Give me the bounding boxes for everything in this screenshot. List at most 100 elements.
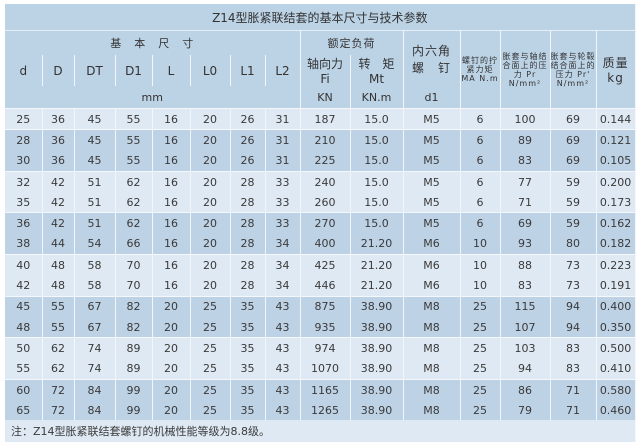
col-D: D [42,55,75,86]
table-cell: 15.0 [350,107,404,130]
table-cell: 62 [42,337,75,359]
table-cell: 43 [265,358,301,380]
axial-force-header: 轴向力 Fi [300,55,351,86]
table-cell: 6 [460,192,501,213]
table-cell: 210 [300,129,351,151]
table-row: 38 44 54 66 16 20 28 34 400 21.20 M6 10 93 80 0.182 [5,233,636,255]
table-cell: 99 [115,378,153,401]
table-cell: 99 [115,400,153,421]
table-cell: 25 [460,378,501,401]
table-cell: 400 [300,233,351,255]
table-cell: 10 [460,254,501,276]
table-cell: 43 [265,400,301,421]
table-cell: 45 [5,295,43,317]
table-cell: 73 [550,254,597,276]
table-cell: 20 [190,129,231,151]
table-cell: M8 [403,358,461,380]
table-cell: 32 [5,170,43,193]
table-cell: 33 [265,212,301,234]
table-cell: 25 [190,400,231,421]
table-cell: 54 [74,233,116,255]
table-cell: 88 [500,254,551,276]
table-cell: 35 [230,295,266,317]
table-cell: 55 [115,107,153,130]
table-cell: 93 [500,233,551,255]
table-row: 48 55 67 82 20 25 35 43 935 38.90 M8 25 107 94 0.350 [5,316,636,338]
table-cell: 55 [115,129,153,151]
table-cell: 26 [230,129,266,151]
table-cell: 974 [300,337,351,359]
table-cell: M5 [403,192,461,213]
d1-header: d1 [403,86,461,109]
table-row: 30 36 45 55 16 20 26 31 225 15.0 M5 6 83 69 0.105 [5,150,636,172]
table-cell: 20 [190,192,231,213]
table-cell: 59 [550,192,597,213]
table-cell: 67 [74,316,116,338]
screw-torque-header: 螺钉的拧紧力矩 MA N.m [460,30,501,109]
table-cell: 35 [230,378,266,401]
table-cell: 20 [152,337,191,359]
table-cell: 0.121 [596,129,636,151]
table-cell: 35 [230,316,266,338]
table-cell: 72 [42,400,75,421]
table-cell: 260 [300,192,351,213]
table-cell: 30 [5,150,43,172]
table-cell: 43 [265,337,301,359]
table-cell: 55 [42,316,75,338]
table-cell: 34 [265,275,301,297]
table-cell: 0.223 [596,254,636,276]
table-cell: 42 [5,275,43,297]
table-cell: 0.350 [596,316,636,338]
table-cell: 45 [74,107,116,130]
table-cell: 59 [550,212,597,234]
table-cell: 34 [265,254,301,276]
col-L: L [152,55,191,86]
table-cell: 26 [230,107,266,130]
table-cell: 28 [230,170,266,193]
table-row: 40 48 58 70 16 20 28 34 425 21.20 M6 10 88 73 0.223 [5,254,636,276]
table-cell: 28 [230,233,266,255]
table-cell: 0.400 [596,295,636,317]
table-cell: 16 [152,275,191,297]
table-cell: 25 [460,400,501,421]
table-cell: 20 [152,400,191,421]
table-cell: 36 [42,150,75,172]
table-cell: 73 [550,275,597,297]
table-cell: 25 [190,358,231,380]
table-cell: 83 [500,275,551,297]
spec-table-container: Z14型胀紧联结套的基本尺寸与技术参数 基 本 尺 寸 额定负荷 内六角 螺 钉… [5,4,636,442]
table-cell: 20 [190,107,231,130]
table-cell: 16 [152,170,191,193]
table-cell: 62 [115,212,153,234]
table-cell: 31 [265,129,301,151]
table-cell: M5 [403,150,461,172]
mass-header: 质量 kg [596,30,636,109]
table-cell: 45 [74,150,116,172]
table-cell: 62 [115,170,153,193]
table-cell: 270 [300,212,351,234]
table-cell: 28 [230,212,266,234]
table-cell: 69 [550,129,597,151]
table-cell: 1265 [300,400,351,421]
table-cell: 15.0 [350,192,404,213]
table-cell: 240 [300,170,351,193]
table-cell: 33 [265,192,301,213]
table-cell: M6 [403,275,461,297]
table-cell: 21.20 [350,233,404,255]
table-cell: 34 [265,233,301,255]
hex-screw-header: 内六角 螺 钉 [403,30,461,86]
table-cell: M5 [403,170,461,193]
table-cell: 21.20 [350,275,404,297]
table-cell: M6 [403,233,461,255]
table-cell: 44 [42,233,75,255]
table-cell: 0.173 [596,192,636,213]
table-cell: 0.105 [596,150,636,172]
table-cell: 67 [74,295,116,317]
col-L0: L0 [190,55,231,86]
table-cell: 28 [230,275,266,297]
table-row: 42 48 58 70 16 20 28 34 446 21.20 M6 10 83 73 0.191 [5,275,636,297]
table-cell: M8 [403,316,461,338]
table-cell: 94 [500,358,551,380]
table-cell: 25 [460,316,501,338]
table-cell: 74 [74,337,116,359]
